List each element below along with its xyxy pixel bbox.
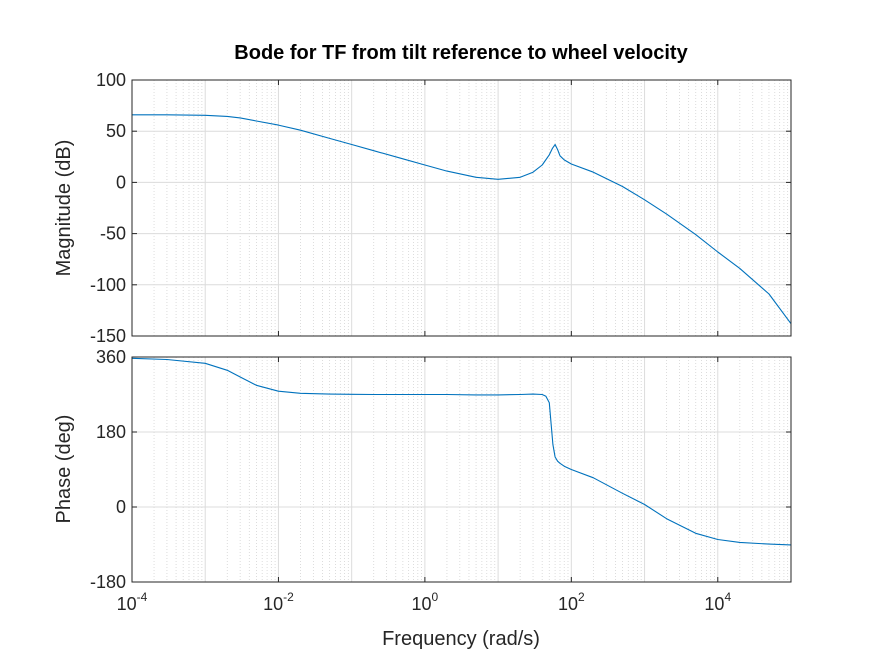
x-tick-label: 10-2 bbox=[263, 590, 294, 614]
phase-axis-label: Phase (deg) bbox=[53, 415, 75, 524]
magnitude-axis-label: Magnitude (dB) bbox=[53, 140, 75, 277]
y-tick-label: -100 bbox=[90, 275, 126, 295]
phase-axes-box bbox=[131, 356, 792, 583]
x-tick-label: 102 bbox=[558, 590, 585, 614]
x-tick-label: 100 bbox=[412, 590, 439, 614]
y-tick-label: -50 bbox=[100, 224, 126, 244]
y-tick-label: 0 bbox=[116, 172, 126, 192]
y-tick-label: 180 bbox=[96, 422, 126, 442]
y-tick-label: 100 bbox=[96, 70, 126, 90]
phase-plot-area bbox=[132, 357, 791, 582]
y-tick-label: 0 bbox=[116, 497, 126, 517]
phase-series-line bbox=[131, 357, 792, 546]
y-tick-label: -150 bbox=[90, 326, 126, 346]
y-tick-label: 360 bbox=[96, 347, 126, 367]
x-tick-label: 10-4 bbox=[117, 590, 148, 614]
magnitude-axes: 100 50 0 -50 -100 -150 bbox=[90, 70, 792, 346]
chart-title: Bode for TF from tilt reference to wheel… bbox=[234, 42, 688, 64]
magnitude-plot-area bbox=[132, 80, 791, 336]
y-tick-label: 50 bbox=[106, 121, 126, 141]
x-tick-label: 104 bbox=[704, 590, 731, 614]
magnitude-series-line bbox=[132, 114, 792, 325]
magnitude-axes-box bbox=[131, 79, 792, 337]
frequency-axis-label: Frequency (rad/s) bbox=[382, 628, 540, 650]
y-tick-label: -180 bbox=[90, 572, 126, 592]
